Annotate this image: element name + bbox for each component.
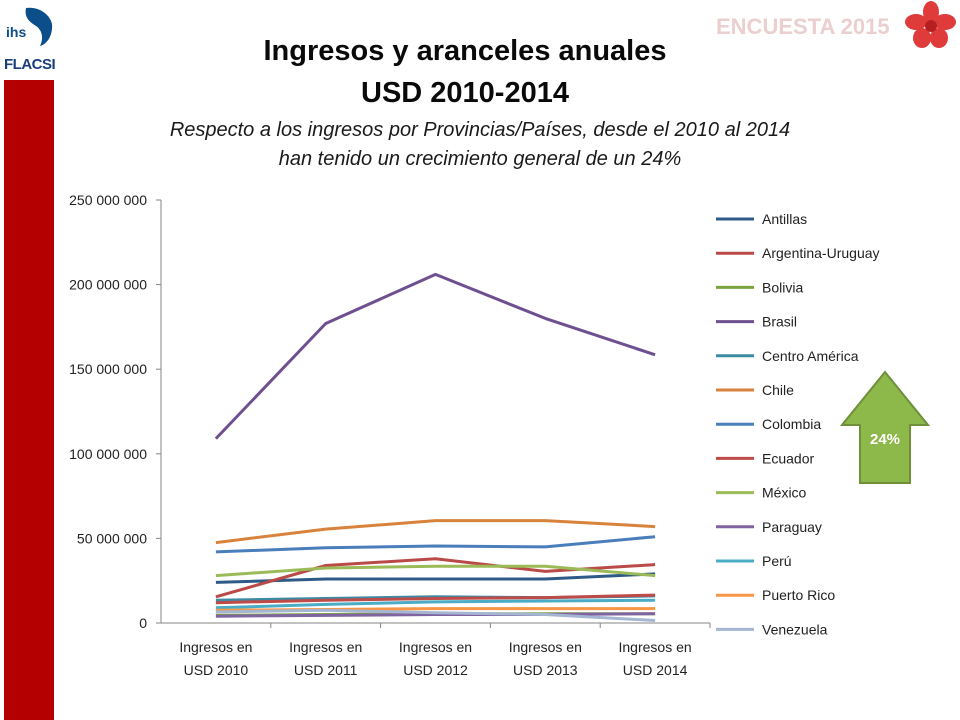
- y-tick-label: 0: [139, 615, 147, 631]
- y-tick-label: 200 000 000: [69, 277, 147, 293]
- up-arrow-icon: [839, 370, 931, 484]
- legend-label: Paraguay: [762, 519, 822, 535]
- page-title: Ingresos y aranceles anuales USD 2010-20…: [180, 30, 750, 114]
- x-tick-label: Ingresos en USD 2011: [289, 639, 362, 678]
- y-tick-label: 150 000 000: [69, 361, 147, 377]
- series-line-3: [214, 272, 656, 440]
- series-line-9: [215, 612, 656, 618]
- series-line-6: [215, 535, 656, 554]
- legend-label: Antillas: [762, 211, 807, 227]
- legend-label: Argentina-Uruguay: [762, 245, 880, 261]
- page-subtitle: Respecto a los ingresos por Provincias/P…: [100, 116, 860, 174]
- chart-axes: 0 50 000 000 100 000 000 150 000 000 200 000…: [69, 192, 711, 678]
- logo-ihs-text: ihs: [6, 24, 27, 40]
- legend-label: Venezuela: [762, 621, 828, 637]
- flower-icon: [905, 1, 956, 48]
- y-tick-label: 100 000 000: [69, 446, 147, 462]
- globe-icon: [25, 7, 53, 46]
- subtitle-line-1: Respecto a los ingresos por Provincias/P…: [169, 119, 791, 141]
- legend-label: Centro América: [762, 348, 859, 364]
- series-line-5: [215, 519, 656, 545]
- x-tick-label: Ingresos en USD 2013: [509, 639, 582, 678]
- growth-badge: 24%: [839, 370, 931, 484]
- title-line-1: Ingresos y aranceles anuales: [263, 35, 667, 67]
- legend-label: México: [762, 485, 807, 501]
- series-line-12: [215, 608, 656, 622]
- title-line-2: USD 2010-2014: [361, 77, 569, 109]
- survey-label: ENCUESTA 2015: [716, 14, 890, 39]
- legend-label: Colombia: [762, 416, 821, 432]
- legend-label: Ecuador: [762, 450, 814, 466]
- ihs-flacsi-logo: ihs FLACSI: [4, 4, 56, 74]
- y-tick-label: 250 000 000: [69, 192, 147, 208]
- x-tick-label: Ingresos en USD 2010: [179, 639, 252, 678]
- legend-label: Brasil: [762, 314, 797, 330]
- logo-flacsi-text: FLACSI: [4, 56, 56, 73]
- growth-badge-label: 24%: [870, 431, 900, 448]
- side-red-bar: [4, 80, 54, 720]
- x-tick-label: Ingresos en USD 2014: [619, 639, 692, 678]
- legend-label: Chile: [762, 382, 794, 398]
- legend-label: Bolivia: [762, 279, 803, 295]
- legend-label: Puerto Rico: [762, 587, 835, 603]
- x-tick-label: Ingresos en USD 2012: [399, 639, 472, 678]
- subtitle-line-2: han tenido un crecimiento general de un …: [278, 148, 682, 170]
- series-line-0: [215, 572, 656, 584]
- chart-series: [214, 272, 656, 622]
- series-line-7: [215, 593, 656, 605]
- legend-label: Perú: [762, 553, 792, 569]
- y-tick-label: 50 000 000: [77, 530, 147, 546]
- series-line-8: [215, 564, 656, 578]
- series-line-10: [215, 598, 656, 610]
- chart-legend: Antillas Argentina-Uruguay Bolivia Brasil Ce…: [716, 211, 880, 637]
